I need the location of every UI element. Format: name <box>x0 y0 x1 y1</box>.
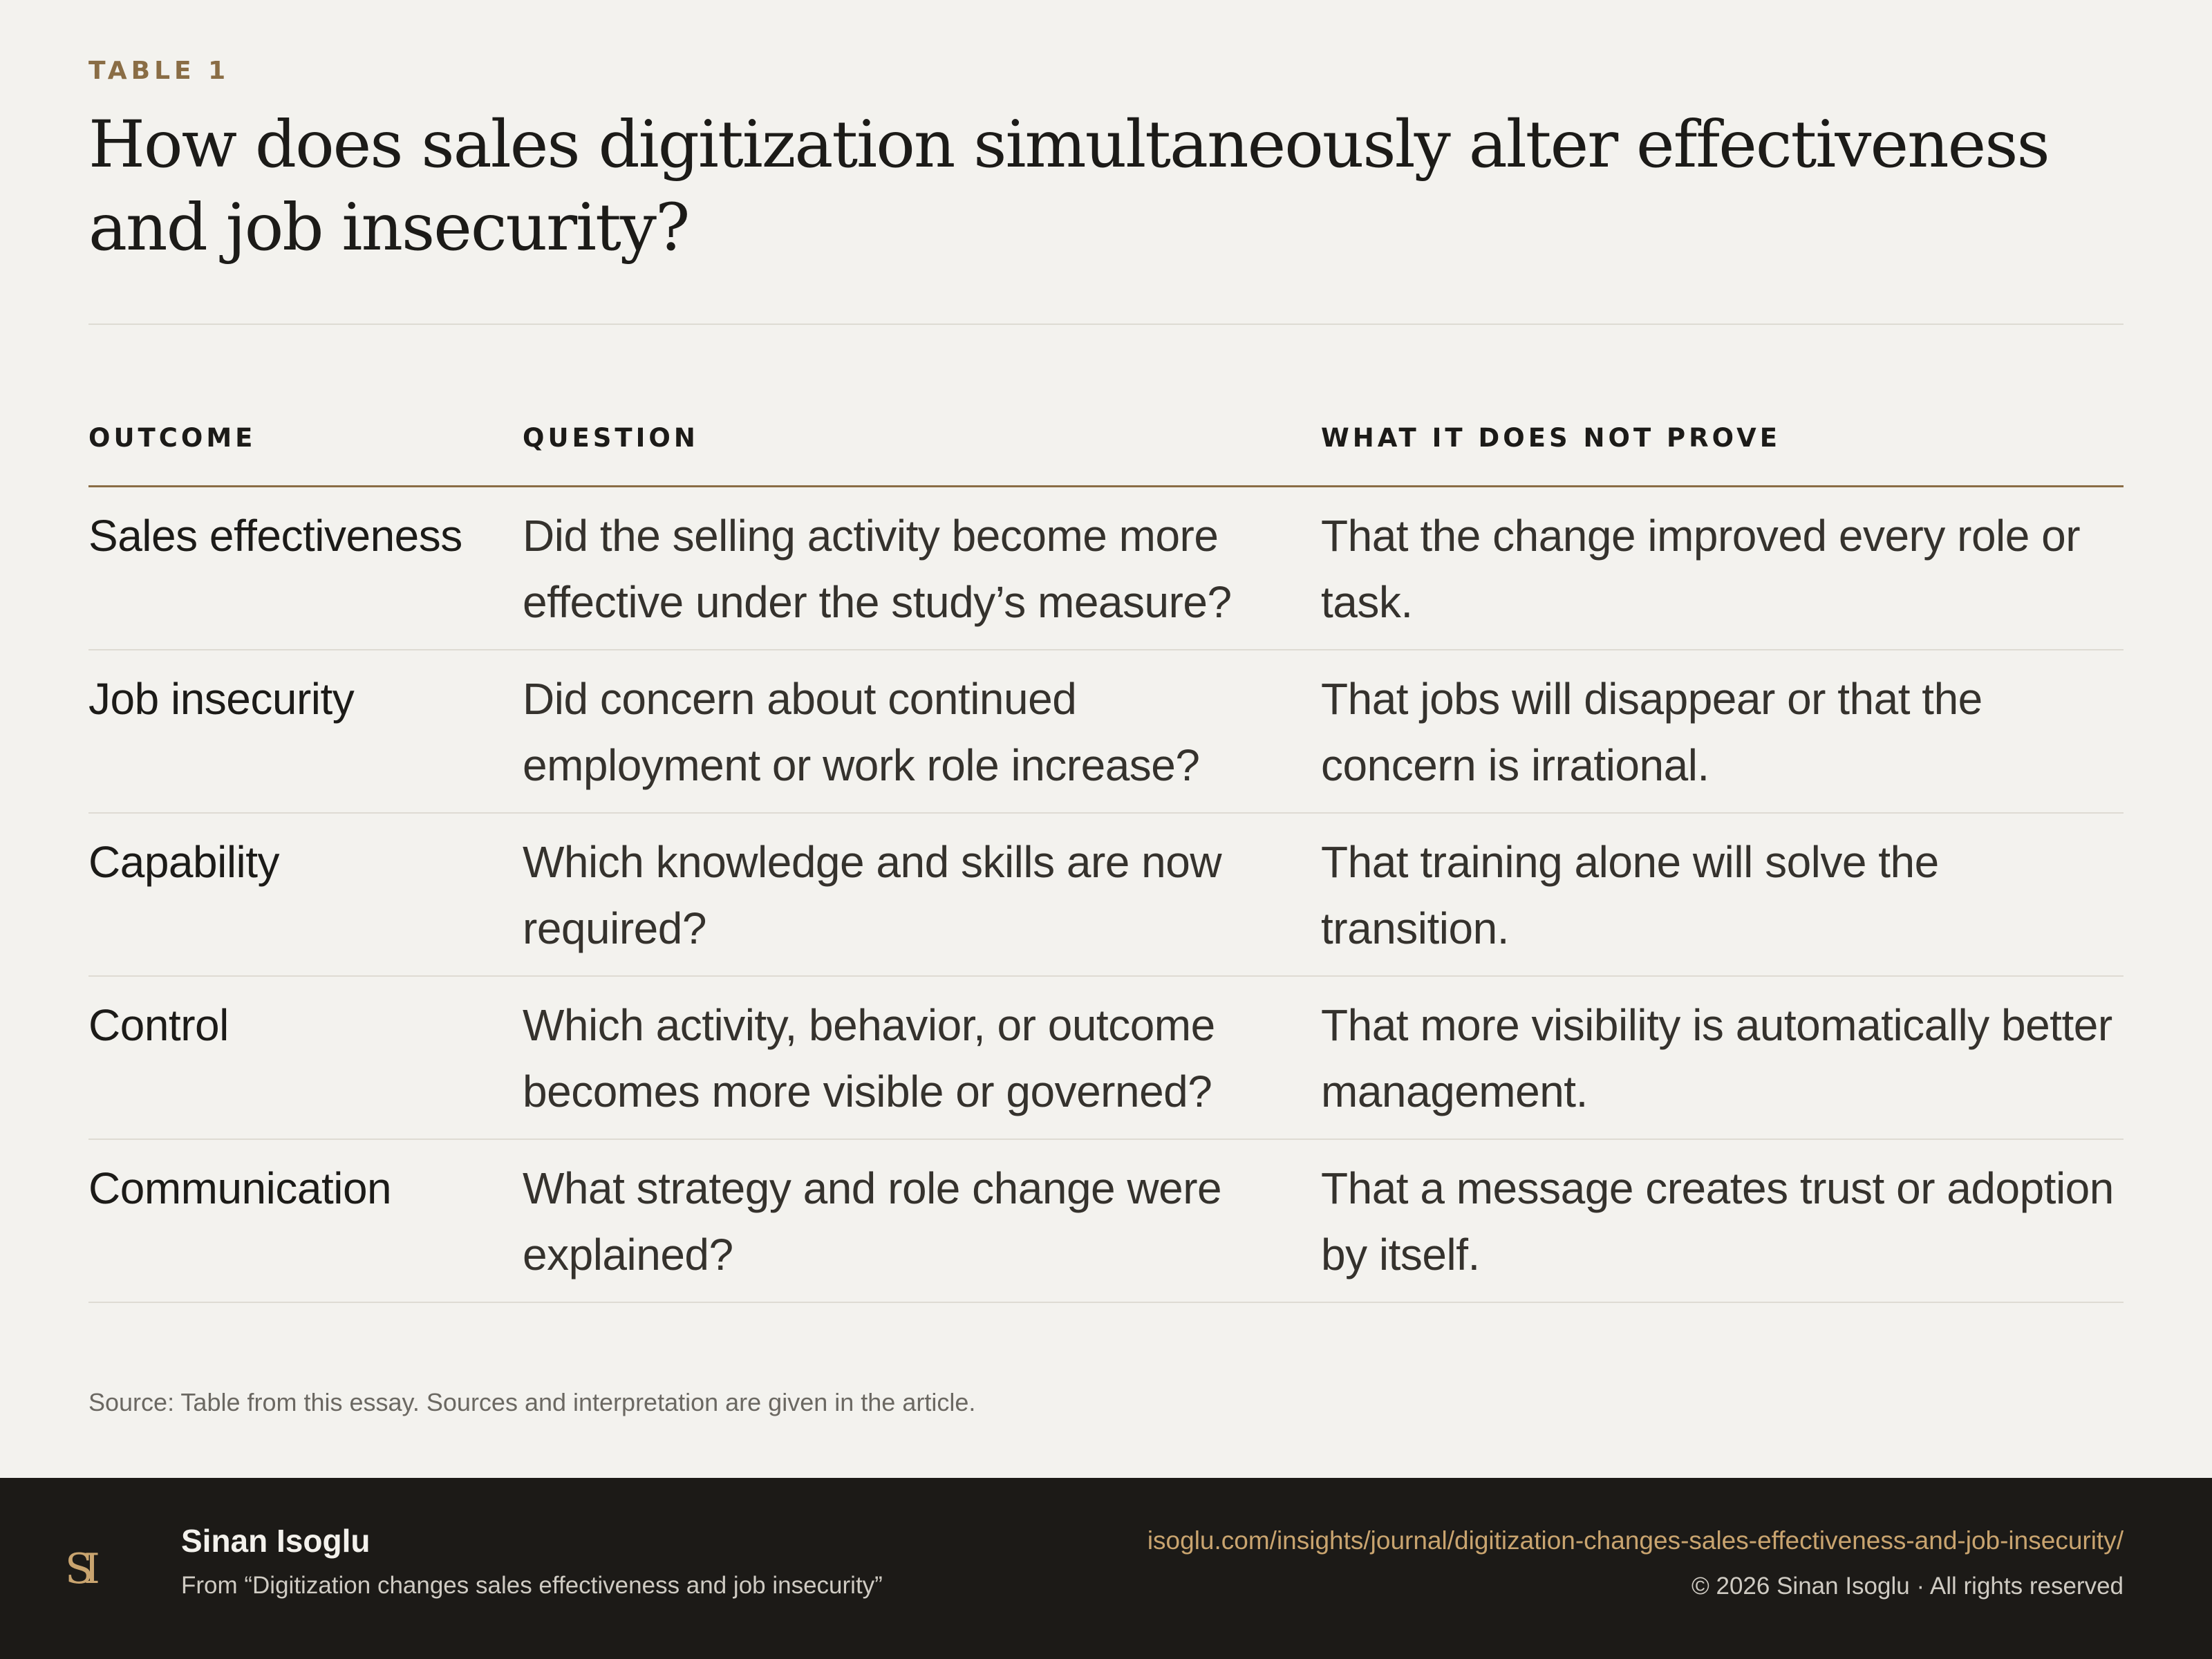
question-cell: What strategy and role change were expla… <box>523 1163 1222 1280</box>
article-reference: From “Digitization changes sales effecti… <box>181 1572 883 1599</box>
monogram-logo-icon: SI <box>65 1545 108 1593</box>
table-row: Sales effectiveness Did the selling acti… <box>88 487 2124 650</box>
source-note: Source: Table from this essay. Sources a… <box>88 1388 976 1416</box>
page-title: How does sales digitization simultaneous… <box>88 107 2050 265</box>
title-divider <box>88 324 2124 325</box>
outcome-cell: Control <box>88 1000 229 1050</box>
table-row: Communication What strategy and role cha… <box>88 1140 2124 1303</box>
article-link[interactable]: isoglu.com/insights/journal/digitization… <box>1147 1526 2124 1555</box>
not-prove-cell: That the change improved every role or t… <box>1321 511 2081 627</box>
not-prove-cell: That jobs will disappear or that the con… <box>1321 674 1983 790</box>
table-label: TABLE 1 <box>88 57 230 85</box>
comparison-table: OUTCOME QUESTION WHAT IT DOES NOT PROVE … <box>88 408 2124 1303</box>
footer-bar: SI Sinan Isoglu From “Digitization chang… <box>0 1478 2212 1659</box>
column-header-question: QUESTION <box>523 423 699 453</box>
outcome-cell: Sales effectiveness <box>88 511 462 561</box>
outcome-cell: Job insecurity <box>88 674 355 724</box>
question-cell: Which activity, behavior, or outcome bec… <box>523 1000 1215 1116</box>
outcome-cell: Communication <box>88 1163 392 1213</box>
column-header-outcome: OUTCOME <box>88 423 256 453</box>
question-cell: Did the selling activity become more eff… <box>523 511 1232 627</box>
table-row: Job insecurity Did concern about continu… <box>88 650 2124 814</box>
svg-text:SI: SI <box>65 1545 98 1593</box>
table-row: Control Which activity, behavior, or out… <box>88 977 2124 1140</box>
not-prove-cell: That more visibility is automatically be… <box>1321 1000 2112 1116</box>
outcome-cell: Capability <box>88 837 280 887</box>
question-cell: Did concern about continued employment o… <box>523 674 1200 790</box>
not-prove-cell: That training alone will solve the trans… <box>1321 837 1939 953</box>
copyright-notice: © 2026 Sinan Isoglu · All rights reserve… <box>1691 1573 2124 1600</box>
table-row: Capability Which knowledge and skills ar… <box>88 814 2124 977</box>
author-name: Sinan Isoglu <box>181 1523 371 1559</box>
question-cell: Which knowledge and skills are now requi… <box>523 837 1222 953</box>
not-prove-cell: That a message creates trust or adoption… <box>1321 1163 2114 1280</box>
table-header-row: OUTCOME QUESTION WHAT IT DOES NOT PROVE <box>88 408 2124 487</box>
column-header-not-prove: WHAT IT DOES NOT PROVE <box>1321 423 1781 453</box>
